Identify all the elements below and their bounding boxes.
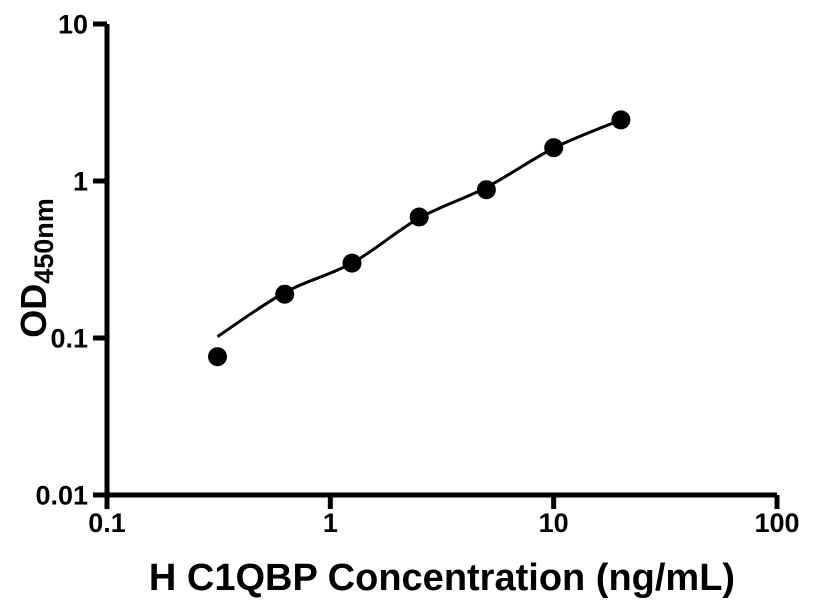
data-point bbox=[476, 180, 496, 200]
data-point bbox=[409, 207, 429, 227]
axis-spine bbox=[104, 24, 777, 498]
x-tick-label: 10 bbox=[539, 508, 569, 538]
data-point-layer bbox=[208, 110, 631, 367]
y-axis-title-main: OD bbox=[13, 284, 54, 338]
y-tick-label: 0.01 bbox=[35, 481, 88, 511]
data-point bbox=[342, 253, 362, 273]
y-axis-title: OD450nm bbox=[13, 198, 59, 338]
x-tick-label: 0.1 bbox=[88, 508, 126, 538]
x-tick-label: 100 bbox=[754, 508, 799, 538]
axes-layer bbox=[93, 21, 780, 509]
y-tick-label: 10 bbox=[58, 10, 88, 40]
data-point bbox=[544, 138, 564, 158]
x-axis-title: H C1QBP Concentration (ng/mL) bbox=[149, 557, 735, 599]
y-tick-label: 1 bbox=[73, 167, 88, 197]
data-point bbox=[611, 110, 631, 130]
y-axis-title-subscript: 450nm bbox=[29, 198, 59, 284]
y-tick-label: 0.1 bbox=[50, 324, 88, 354]
data-point bbox=[208, 347, 227, 367]
data-point bbox=[275, 284, 295, 304]
x-tick-label: 1 bbox=[323, 508, 338, 538]
